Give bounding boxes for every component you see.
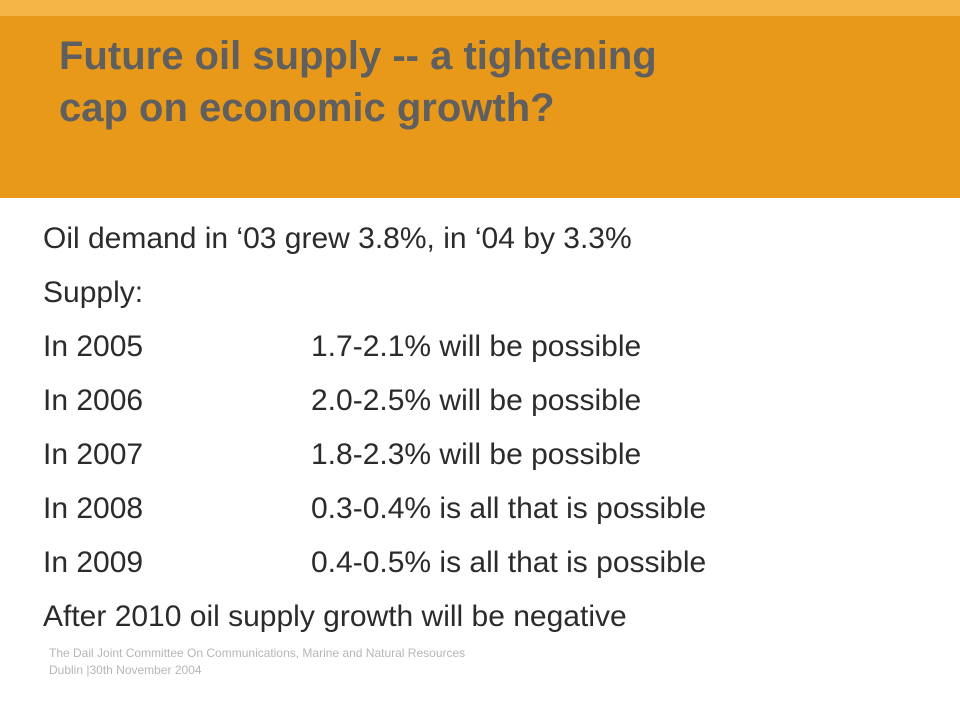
supply-row-forecast: 2.0-2.5% will be possible <box>311 384 642 417</box>
supply-row-forecast: 0.3-0.4% is all that is possible <box>311 492 707 525</box>
slide-title: Future oil supply -- a tightening cap on… <box>59 30 919 134</box>
supply-row-year: In 2006 <box>43 384 144 417</box>
supply-row-year: In 2009 <box>43 546 144 579</box>
demand-line: Oil demand in ‘03 grew 3.8%, in ‘04 by 3… <box>43 222 632 255</box>
supply-row: In 2008 0.3-0.4% is all that is possible <box>43 482 943 536</box>
header-accent-strip <box>0 0 960 16</box>
supply-row-year: In 2007 <box>43 438 144 471</box>
supply-row-forecast: 1.7-2.1% will be possible <box>311 330 642 363</box>
supply-heading: Supply: <box>43 276 144 309</box>
supply-row-forecast: 1.8-2.3% will be possible <box>311 438 642 471</box>
header-band <box>0 16 960 198</box>
slide-title-line-1: Future oil supply -- a tightening <box>59 34 657 78</box>
supply-row: In 2006 2.0-2.5% will be possible <box>43 374 943 428</box>
body-text-list: Oil demand in ‘03 grew 3.8%, in ‘04 by 3… <box>43 212 943 644</box>
slide-footer: The Dail Joint Committee On Communicatio… <box>49 645 649 679</box>
supply-row-year: In 2005 <box>43 330 144 363</box>
closing-line: After 2010 oil supply growth will be neg… <box>43 600 627 633</box>
supply-row: In 2007 1.8-2.3% will be possible <box>43 428 943 482</box>
footer-line-committee: The Dail Joint Committee On Communicatio… <box>49 646 466 660</box>
supply-row: In 2009 0.4-0.5% is all that is possible <box>43 536 943 590</box>
footer-line-date: Dublin |30th November 2004 <box>49 663 202 677</box>
supply-row-year: In 2008 <box>43 492 144 525</box>
supply-row-forecast: 0.4-0.5% is all that is possible <box>311 546 707 579</box>
slide-title-line-2: cap on economic growth? <box>59 86 555 130</box>
supply-row: In 2005 1.7-2.1% will be possible <box>43 320 943 374</box>
